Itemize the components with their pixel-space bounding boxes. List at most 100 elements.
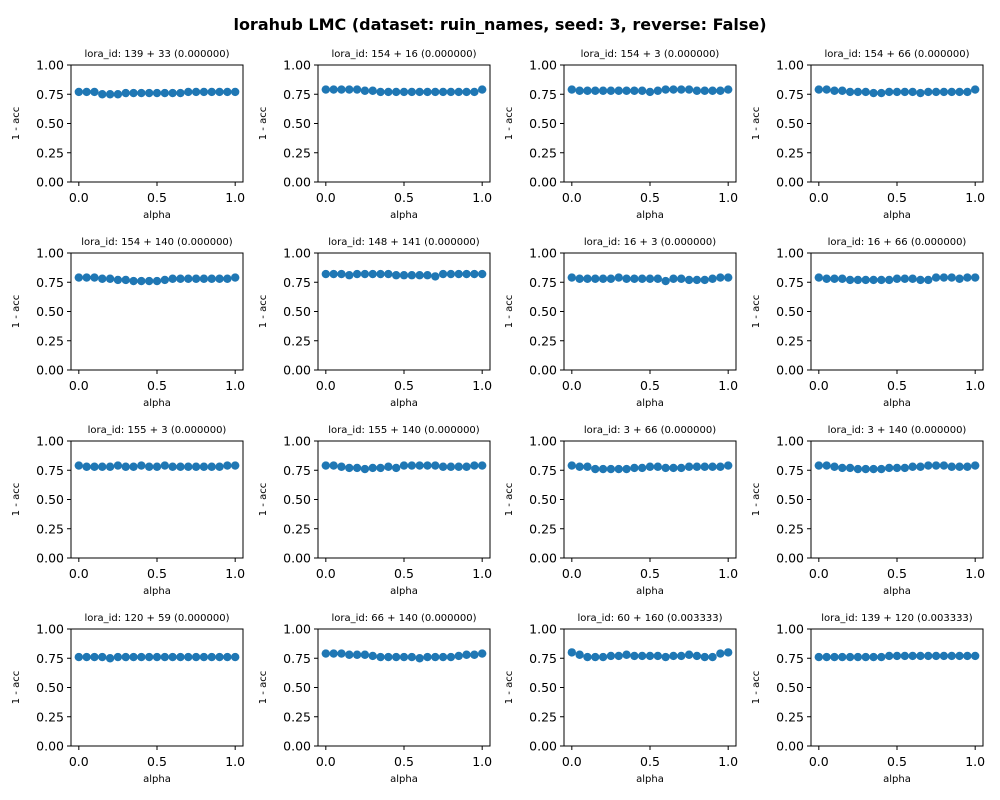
x-tick-label: 1.0: [718, 378, 738, 393]
x-tick-label: 0.5: [147, 566, 167, 581]
x-tick-label: 0.5: [640, 378, 660, 393]
subplot: lora_id: 60 + 160 (0.003333)0.000.250.50…: [504, 613, 738, 785]
y-axis-label: 1 - acc: [11, 671, 22, 704]
data-point: [622, 650, 631, 659]
x-tick-label: 1.0: [718, 566, 738, 581]
data-point: [337, 85, 346, 94]
y-tick-label: 0.75: [776, 87, 804, 102]
data-point: [955, 87, 964, 97]
data-point: [677, 85, 686, 94]
data-point: [900, 651, 910, 661]
plot-frame: [70, 628, 244, 747]
x-tick-label: 0.5: [394, 754, 414, 769]
x-tick-label: 1.0: [225, 378, 245, 393]
data-point: [963, 273, 972, 282]
y-axis-label: 1 - acc: [751, 671, 762, 704]
data-point: [575, 86, 584, 95]
x-axis-label: alpha: [143, 398, 171, 409]
subplot: lora_id: 16 + 66 (0.000000) 0.00 0.25 0.50 0…: [751, 237, 985, 409]
y-tick-label: 1.00: [529, 434, 557, 449]
data-point: [970, 85, 980, 94]
x-axis-label: alpha: [636, 210, 664, 221]
data-point: [215, 274, 224, 283]
y-tick-label: 0.00: [776, 175, 804, 190]
data-point: [900, 274, 910, 283]
x-tick-label: 0.5: [394, 566, 414, 581]
data-point: [230, 87, 240, 97]
data-point: [955, 462, 964, 471]
data-point: [838, 652, 847, 662]
data-point: [199, 87, 209, 97]
data-point: [692, 651, 702, 661]
data-point: [583, 652, 592, 662]
data-point: [614, 273, 623, 282]
y-axis-label: 1 - acc: [258, 671, 269, 704]
x-axis-label: alpha: [390, 398, 418, 409]
data-point: [144, 462, 154, 471]
data-point: [661, 276, 670, 286]
data-point: [947, 87, 956, 97]
data-point: [853, 275, 863, 285]
y-axis-label: 1 - acc: [504, 295, 515, 328]
x-tick-label: 0.0: [69, 754, 89, 769]
data-point: [955, 274, 964, 283]
plot-frame: [317, 64, 491, 183]
y-tick-label: 0.00: [36, 175, 64, 190]
plot-frame: [563, 628, 737, 747]
y-tick-label: 0.75: [283, 87, 311, 102]
data-point: [598, 652, 608, 662]
data-point: [368, 651, 377, 661]
data-point: [215, 87, 224, 97]
data-point: [215, 652, 224, 662]
data-point: [215, 462, 224, 471]
data-point: [622, 86, 631, 95]
y-tick-label: 0.00: [36, 551, 64, 566]
y-axis-label: 1 - acc: [11, 295, 22, 328]
data-point: [606, 86, 616, 95]
subplot-title: lora_id: 3 + 66 (0.000000): [584, 425, 716, 436]
data-point: [82, 652, 91, 662]
data-point: [684, 462, 694, 471]
x-tick-label: 1.0: [472, 566, 492, 581]
plot-frame: [70, 252, 244, 371]
y-tick-label: 1.00: [283, 622, 311, 637]
y-tick-label: 0.50: [529, 680, 557, 695]
data-point: [916, 651, 925, 661]
y-tick-label: 0.25: [36, 521, 64, 536]
data-point: [399, 461, 409, 470]
data-point: [160, 652, 170, 662]
y-tick-label: 0.50: [529, 304, 557, 319]
data-point: [908, 274, 917, 283]
data-point: [661, 85, 670, 94]
data-point: [716, 462, 725, 471]
y-tick-label: 0.00: [283, 363, 311, 378]
data-point: [376, 652, 385, 662]
data-point: [82, 462, 91, 471]
data-point: [121, 462, 130, 471]
data-point: [399, 87, 409, 97]
x-tick-label: 0.5: [147, 190, 167, 205]
subplot: lora_id: 155 + 3 (0.000000) 0.00 0.25 0.50 0…: [11, 425, 245, 597]
data-point: [337, 462, 346, 471]
data-point: [963, 87, 972, 97]
data-point: [669, 274, 678, 283]
data-point: [661, 463, 670, 473]
x-tick-label: 0.0: [316, 190, 336, 205]
data-point: [614, 464, 623, 474]
x-tick-label: 0.0: [562, 378, 582, 393]
plot-frame: [317, 628, 491, 747]
data-point: [423, 461, 432, 470]
data-point: [700, 462, 709, 471]
data-point: [900, 87, 910, 97]
data-point: [591, 464, 600, 474]
data-point: [345, 271, 354, 280]
data-point: [708, 652, 717, 662]
y-tick-label: 0.75: [36, 87, 64, 102]
data-point: [199, 462, 209, 471]
y-tick-label: 0.50: [776, 492, 804, 507]
data-point: [684, 85, 694, 94]
data-point: [583, 274, 592, 283]
data-point: [653, 462, 663, 471]
data-point: [345, 463, 354, 473]
data-point: [144, 276, 154, 286]
